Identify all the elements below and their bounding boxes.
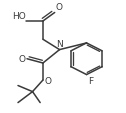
Text: O: O bbox=[45, 76, 52, 85]
Text: O: O bbox=[55, 3, 62, 12]
Text: N: N bbox=[56, 39, 63, 48]
Text: HO: HO bbox=[12, 12, 26, 21]
Text: F: F bbox=[88, 76, 93, 85]
Text: O: O bbox=[19, 55, 26, 64]
